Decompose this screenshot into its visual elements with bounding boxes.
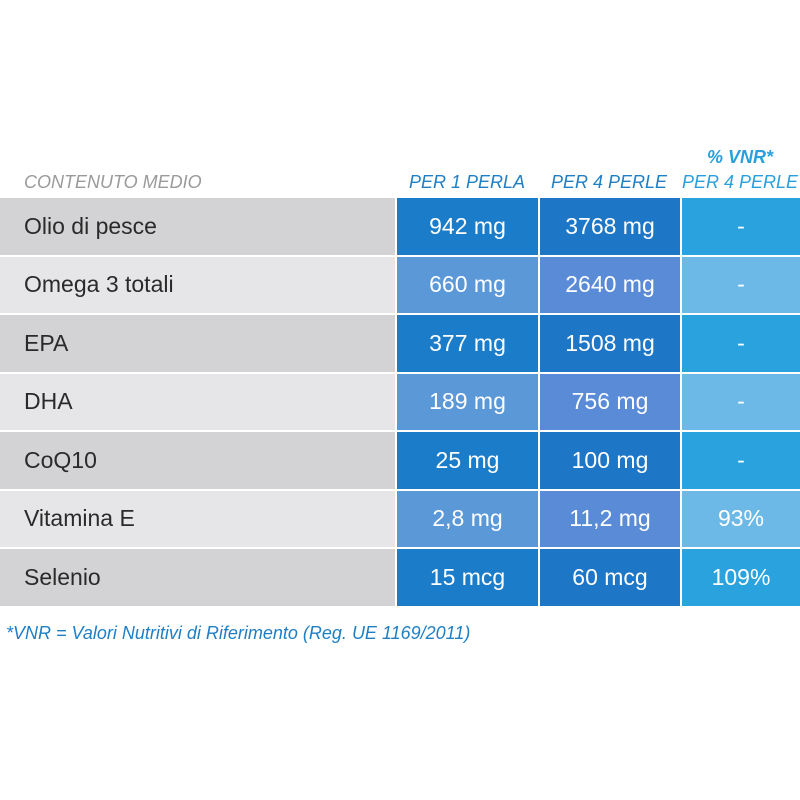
value-cell: 756 mg [540,373,680,430]
nutrient-name: EPA [0,315,395,372]
value-cell: 100 mg [540,432,680,489]
value-cell: 2640 mg [540,256,680,313]
value-cell: - [682,256,800,313]
value-cell: 11,2 mg [540,490,680,547]
value-cell: 1508 mg [540,315,680,372]
value-cell: 93% [682,490,800,547]
value-cell: 377 mg [397,315,538,372]
nutrient-name: DHA [0,373,395,430]
value-cell: 109% [682,549,800,606]
value-cell: 189 mg [397,373,538,430]
footnote: *VNR = Valori Nutritivi di Riferimento (… [6,623,471,643]
value-cell: 942 mg [397,198,538,255]
value-cell: 3768 mg [540,198,680,255]
header-label: PER 4 PERLE [681,172,799,192]
value-cell: - [682,373,800,430]
value-cell: 25 mg [397,432,538,489]
value-cell: 660 mg [397,256,538,313]
header-label: % VNR* [706,147,773,167]
nutrient-name: CoQ10 [0,432,395,489]
header-label: PER 1 PERLA [408,172,526,192]
nutrient-name: Omega 3 totali [0,256,395,313]
value-cell: - [682,198,800,255]
value-cell: - [682,432,800,489]
nutrient-name: Vitamina E [0,490,395,547]
nutrient-name: Selenio [0,549,395,606]
header-label: CONTENUTO MEDIO [24,172,202,192]
header-label: PER 4 PERLE [550,172,668,192]
value-cell: - [682,315,800,372]
value-cell: 15 mcg [397,549,538,606]
value-cell: 60 mcg [540,549,680,606]
nutrient-name: Olio di pesce [0,198,395,255]
value-cell: 2,8 mg [397,490,538,547]
